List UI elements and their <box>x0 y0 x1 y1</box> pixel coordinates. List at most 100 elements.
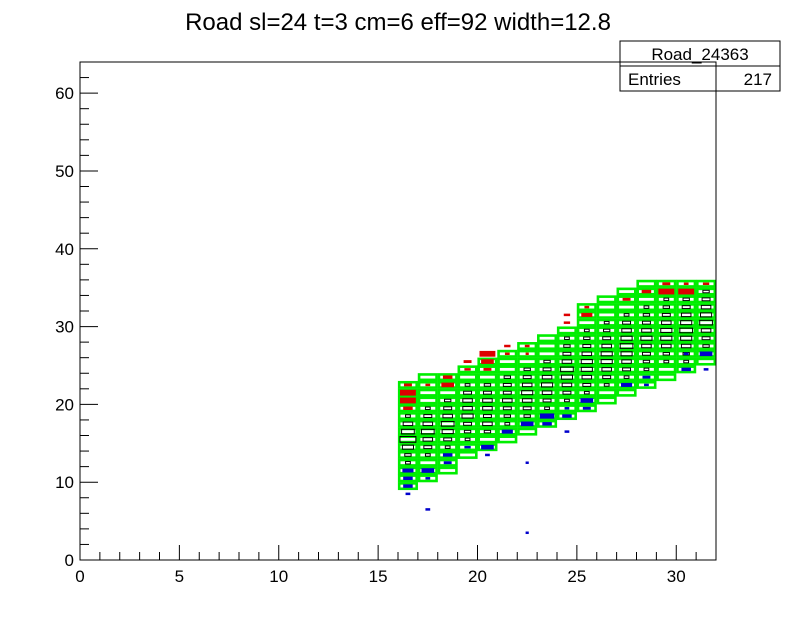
road-cell <box>636 287 657 296</box>
road-cell <box>596 295 617 304</box>
road-cell <box>397 380 418 389</box>
road-cell <box>656 365 677 374</box>
road-cell <box>676 365 697 374</box>
road-cell <box>596 342 617 351</box>
inside-cell <box>622 320 632 325</box>
above-road-cell <box>581 312 593 317</box>
road-cell <box>596 303 617 312</box>
road-cell <box>696 295 717 304</box>
inside-cell <box>503 375 511 379</box>
x-tick-label: 5 <box>175 567 184 586</box>
road-cell <box>616 303 637 312</box>
y-tick-label: 30 <box>55 318 74 337</box>
below-road-cell <box>443 461 452 465</box>
road-cell <box>397 419 418 428</box>
inside-cell <box>702 289 710 294</box>
road-cell <box>576 342 597 351</box>
above-road-cell <box>463 360 472 364</box>
inside-cell <box>541 390 553 395</box>
above-road-cell <box>622 297 631 301</box>
inside-cell <box>700 304 712 310</box>
road-cell <box>636 279 657 288</box>
inside-cell <box>682 297 690 302</box>
road-cell <box>636 334 657 343</box>
inside-cell <box>404 453 412 457</box>
inside-cell <box>701 297 711 302</box>
road-cell <box>596 349 617 358</box>
road-cell <box>576 310 597 319</box>
road-cell <box>696 287 717 296</box>
inside-cell <box>663 359 670 364</box>
inside-cell <box>463 429 472 434</box>
road-cell <box>517 380 538 389</box>
inside-cell <box>504 422 511 426</box>
road-cell <box>537 380 558 389</box>
inside-cell <box>424 406 431 411</box>
below-road-cell <box>542 422 552 426</box>
road-cell <box>596 388 617 397</box>
road-cell <box>676 318 697 327</box>
inside-cell <box>561 359 573 364</box>
road-cell <box>556 342 577 351</box>
road-cell <box>437 396 458 405</box>
road-cell <box>636 357 657 366</box>
inside-cell <box>600 351 613 357</box>
inside-cell <box>560 374 573 380</box>
inside-cell <box>680 312 692 318</box>
below-road-cell <box>405 492 411 496</box>
road-cell <box>537 373 558 382</box>
above-road-cell <box>563 313 571 317</box>
inside-cell <box>541 382 554 388</box>
road-cell <box>696 279 717 288</box>
inside-cell <box>641 343 652 349</box>
road-cell <box>457 427 478 436</box>
inside-cell <box>423 445 433 450</box>
below-road-cell <box>442 453 453 457</box>
road-cell <box>477 380 498 389</box>
road-cell <box>676 303 697 312</box>
inside-cell <box>641 320 651 325</box>
road-cell <box>556 412 577 421</box>
road-cell <box>457 443 478 452</box>
road-cell <box>497 380 518 389</box>
inside-cell <box>462 406 473 411</box>
road-cell <box>417 396 438 405</box>
inside-cell <box>701 336 711 341</box>
road-cell <box>417 404 438 413</box>
below-road-cell <box>425 508 431 511</box>
road-cell <box>397 482 418 491</box>
inside-cell <box>502 406 512 411</box>
road-cell <box>656 295 677 304</box>
road-cell <box>497 427 518 436</box>
road-cell <box>576 303 597 312</box>
road-cell <box>437 388 458 397</box>
inside-cell <box>702 344 710 348</box>
inside-cell <box>619 343 634 349</box>
y-tick-label: 40 <box>55 240 74 259</box>
road-cell <box>477 435 498 444</box>
x-tick-label: 0 <box>75 567 84 586</box>
x-tick-label: 15 <box>369 567 388 586</box>
inside-cell <box>543 359 551 364</box>
road-cell <box>457 404 478 413</box>
road-cell <box>457 412 478 421</box>
inside-cell <box>563 344 571 348</box>
road-cell <box>556 349 577 358</box>
inside-cell <box>482 398 493 403</box>
above-road-cell <box>524 344 530 348</box>
inside-cell <box>544 406 550 411</box>
road-cell <box>556 334 577 343</box>
road-cell <box>656 373 677 382</box>
inside-cell <box>623 375 630 379</box>
inside-cell <box>444 445 451 449</box>
inside-cell <box>441 429 454 435</box>
road-cell <box>656 318 677 327</box>
road-cell <box>656 279 677 288</box>
road-cell <box>696 342 717 351</box>
stats-box: Road_24363 Entries 217 <box>619 40 781 92</box>
below-road-cell <box>703 368 709 371</box>
road-cell <box>437 443 458 452</box>
inside-cell <box>443 437 453 442</box>
road-cell <box>616 365 637 374</box>
